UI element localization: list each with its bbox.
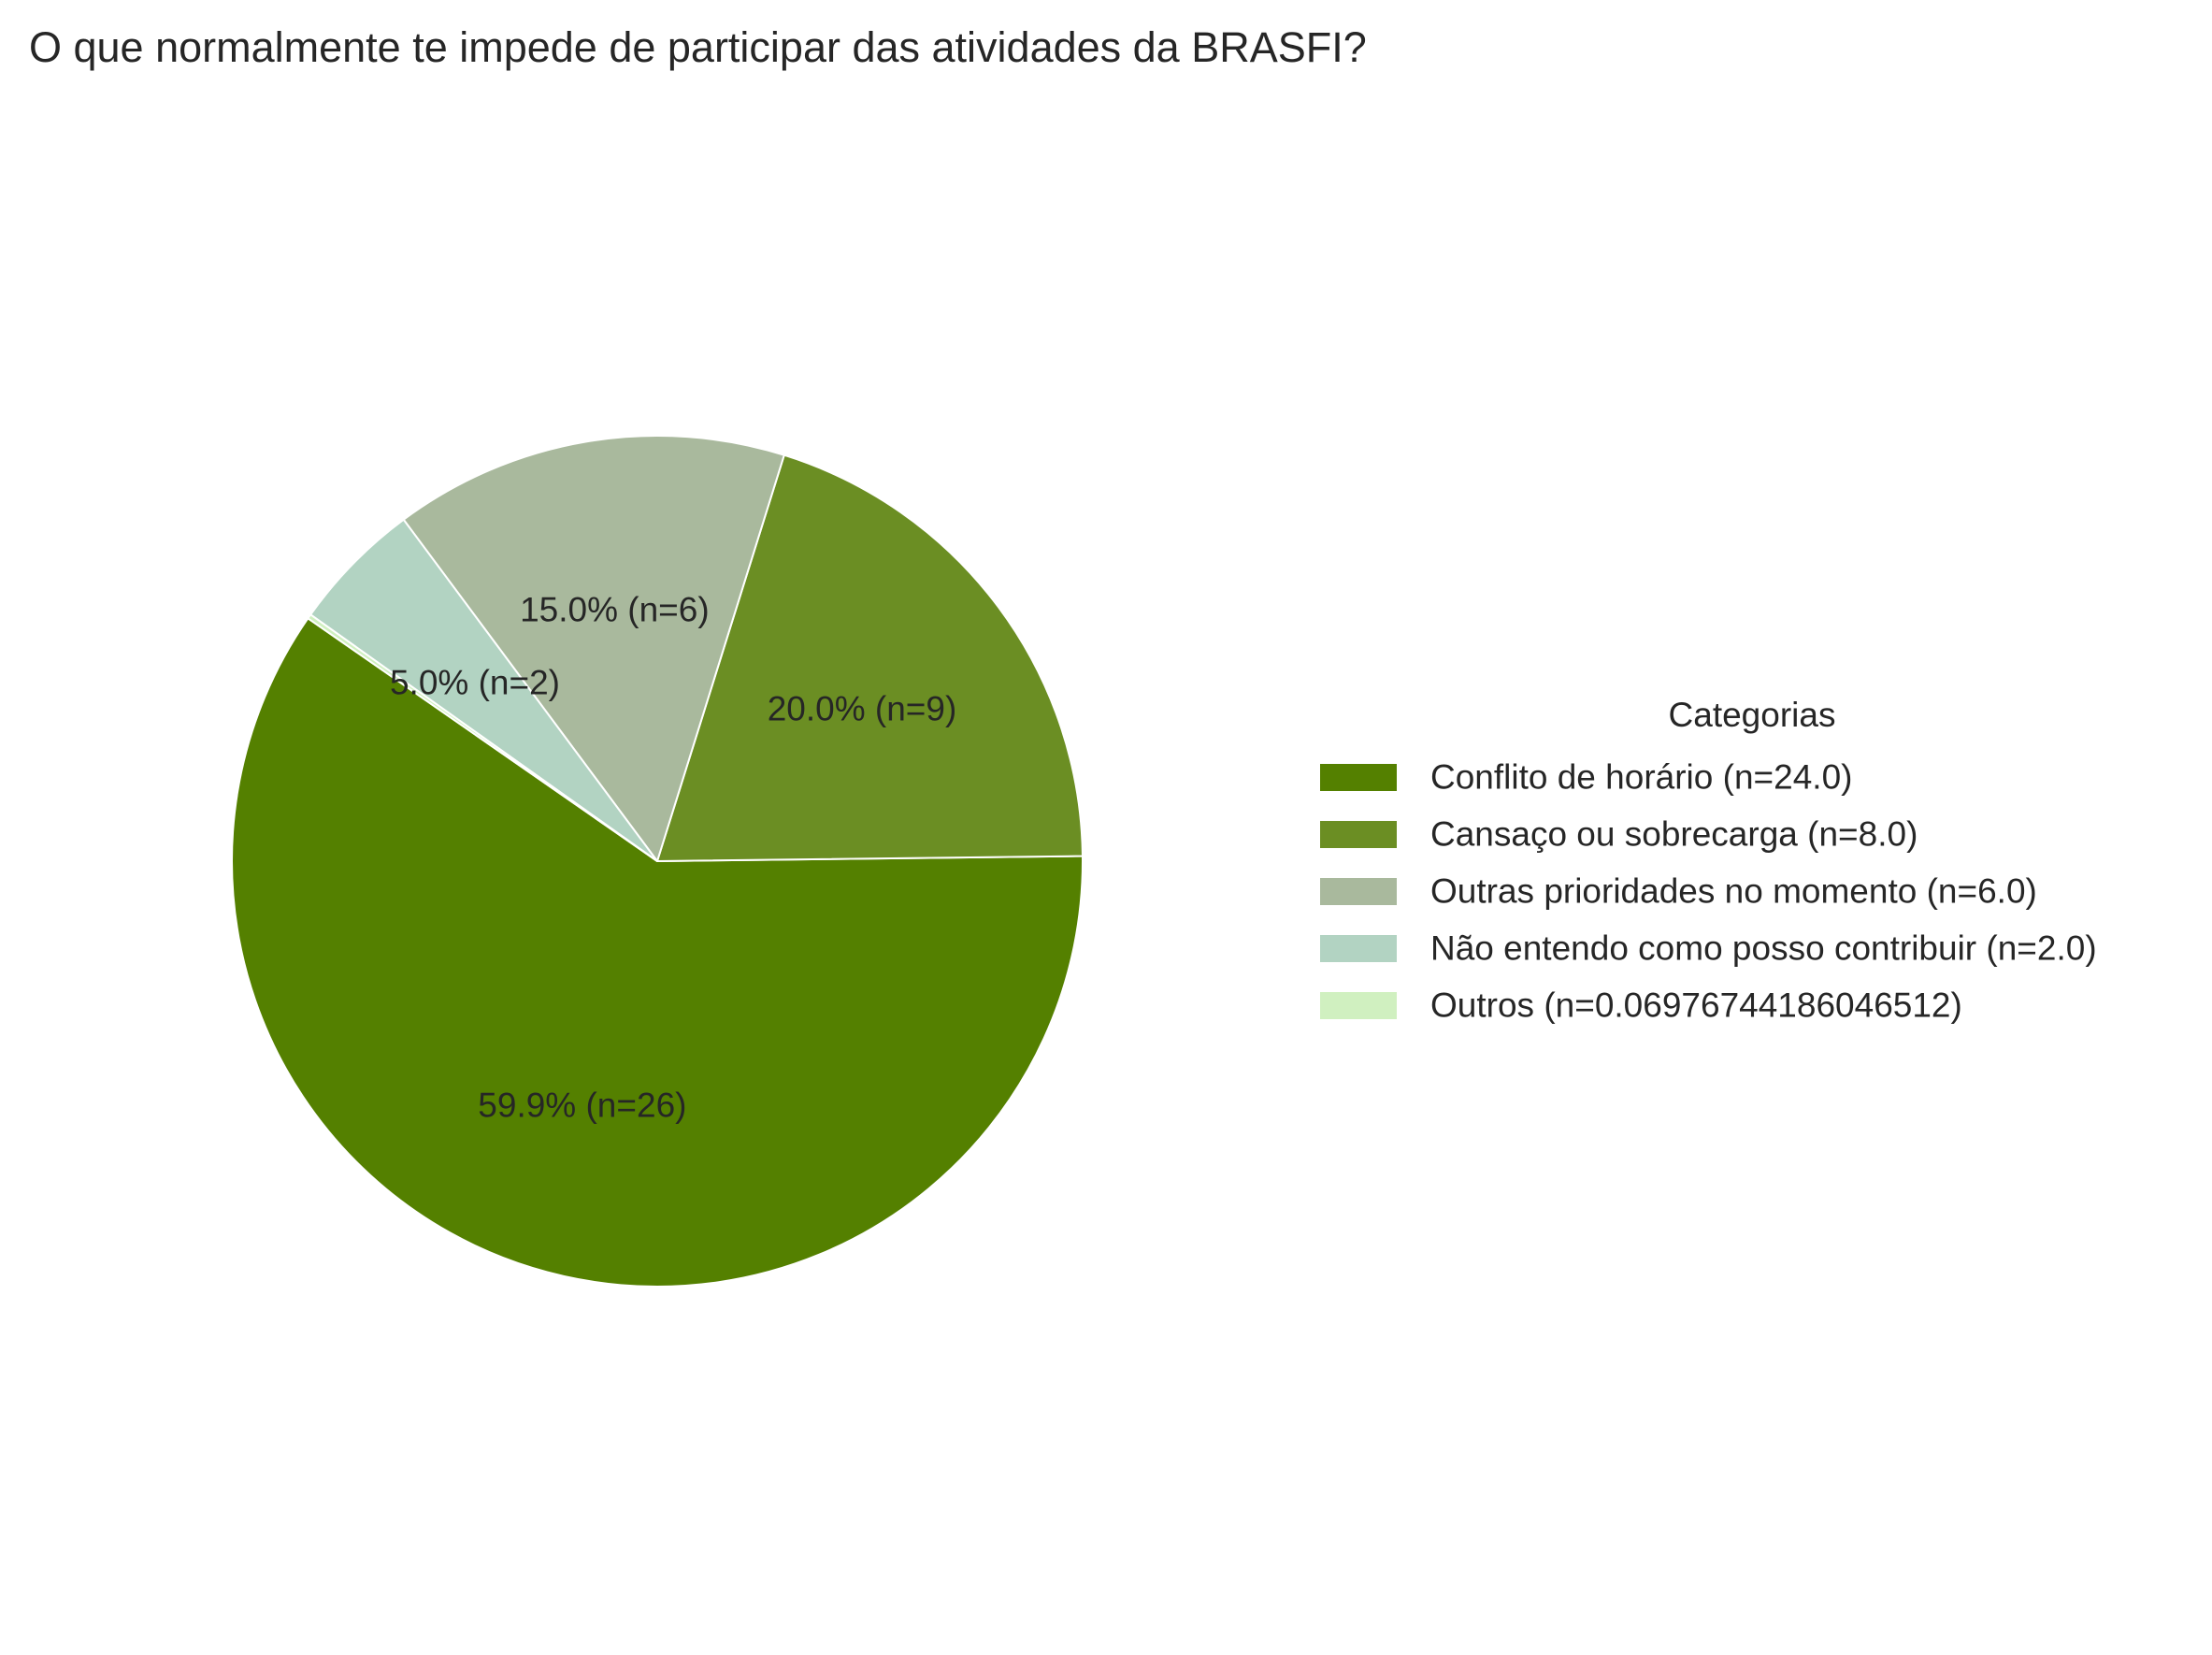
legend-label-0: Conflito de horário (n=24.0)	[1430, 758, 1852, 797]
legend-swatch-2	[1320, 878, 1397, 905]
legend-swatch-3	[1320, 935, 1397, 962]
legend-title: Categorias	[1669, 696, 1836, 734]
pie-slice-3	[309, 518, 658, 862]
pie-slice-label-1: 20.0% (n=9)	[768, 690, 957, 728]
pie-slice-4	[307, 613, 658, 862]
legend-swatch-1	[1320, 821, 1397, 848]
legend-label-2: Outras prioridades no momento (n=6.0)	[1430, 872, 2037, 911]
legend-label-4: Outros (n=0.06976744186046512)	[1430, 986, 1962, 1025]
legend-label-3: Não entendo como posso contribuir (n=2.0…	[1430, 929, 2097, 968]
legend-swatch-0	[1320, 764, 1397, 791]
pie-slice-label-0: 59.9% (n=26)	[478, 1087, 686, 1125]
pie-slice-1	[656, 453, 1084, 862]
pie-slices	[231, 435, 1084, 1288]
legend-items: Conflito de horário (n=24.0) Cansaço ou s…	[1320, 758, 2097, 1025]
chart-title: O que normalmente te impede de participa…	[29, 23, 1367, 71]
legend-swatch-4	[1320, 992, 1397, 1019]
pie-slice-label-2: 15.0% (n=6)	[520, 590, 710, 628]
legend: Categorias Conflito de horário (n=24.0)C…	[1320, 696, 2097, 1025]
legend-label-1: Cansaço ou sobrecarga (n=8.0)	[1430, 815, 1918, 854]
pie-slice-label-3: 5.0% (n=2)	[390, 664, 560, 702]
pie-slice-labels: 59.9% (n=26) 20.0% (n=9) 15.0% (n=6) 5.0% (…	[390, 590, 956, 1124]
pie-slice-2	[402, 435, 785, 862]
pie-slice-0	[231, 617, 1084, 1288]
